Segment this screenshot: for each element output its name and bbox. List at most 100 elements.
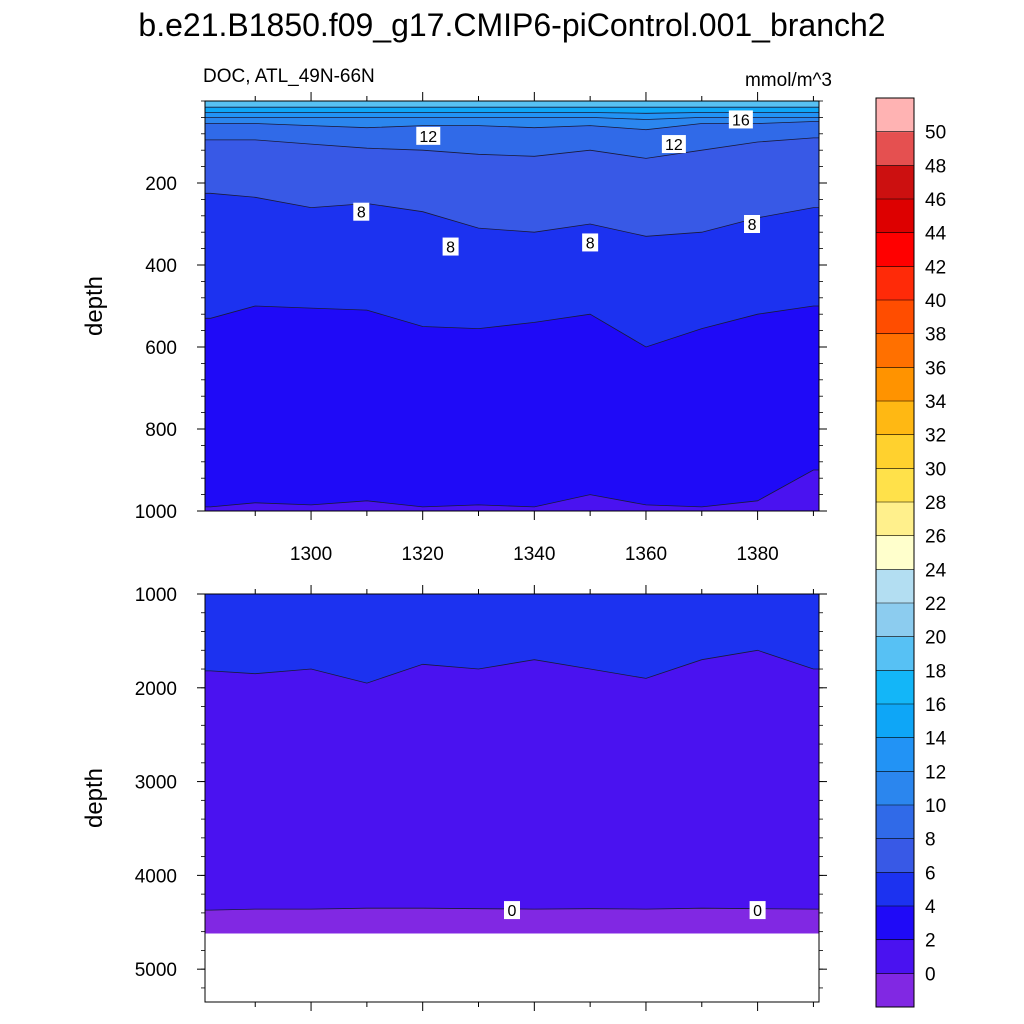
lower-nodata-region (205, 933, 819, 1002)
colorbar-swatch (876, 771, 914, 806)
colorbar-label: 10 (925, 796, 946, 817)
contour-label-text: 12 (419, 129, 437, 146)
upper-x-tick-label: 1340 (513, 544, 555, 565)
upper-contour-label: 8 (582, 233, 599, 252)
lower-y-tick-label: 4000 (135, 866, 177, 887)
colorbar-label: 48 (925, 156, 946, 177)
upper-fill-band-2 (205, 470, 819, 511)
lower-contour-panel: 0 0 1000 2000 3000 4000 5000 depth (81, 585, 827, 1011)
colorbar-label: 12 (925, 762, 946, 783)
colorbar-swatch (876, 872, 914, 907)
colorbar-swatch (876, 199, 914, 234)
figure-title: b.e21.B1850.f09_g17.CMIP6-piControl.001_… (138, 7, 885, 43)
lower-fill-band-2 (205, 650, 819, 934)
colorbar-label: 44 (925, 224, 947, 245)
contour-label-text: 8 (357, 205, 366, 222)
upper-contour-panel: 16 12 12 8 8 8 8 200 400 600 800 1000 1300 1320 1340 13… (81, 92, 827, 565)
contour-label-text: 8 (748, 217, 757, 234)
panel-title: DOC, ATL_49N-66N (203, 66, 375, 87)
colorbar-swatch (876, 838, 914, 873)
contour-label-text: 8 (446, 240, 455, 257)
colorbar-swatch (876, 468, 914, 503)
colorbar-label: 0 (925, 964, 936, 985)
lower-y-tick-label: 1000 (135, 585, 177, 606)
colorbar-label: 26 (925, 527, 946, 548)
colorbar-label: 24 (925, 560, 947, 581)
lower-contour-label: 0 (749, 901, 766, 920)
lower-y-axis-label: depth (81, 768, 108, 828)
colorbar-swatch (876, 906, 914, 941)
upper-contour-label: 12 (416, 126, 441, 146)
colorbar-swatch (876, 973, 914, 1008)
colorbar-swatch (876, 603, 914, 638)
upper-contour-label: 8 (442, 237, 459, 257)
upper-contour-line-8 (205, 137, 819, 159)
colorbar-swatch (876, 367, 914, 402)
lower-contour-label: 0 (504, 901, 520, 920)
colorbar-swatch (876, 569, 914, 604)
colorbar-swatch (876, 805, 914, 840)
upper-contour-label: 8 (744, 215, 761, 234)
colorbar-label: 50 (925, 123, 946, 144)
colorbar-swatch (876, 434, 914, 469)
colorbar-swatch (876, 535, 914, 570)
colorbar-swatch (876, 737, 914, 772)
colorbar-swatch (876, 670, 914, 705)
colorbar-swatch (876, 300, 914, 335)
contour-label-box (744, 215, 761, 233)
colorbar-swatch (876, 266, 914, 301)
colorbar-label: 14 (925, 729, 947, 750)
colorbar-label: 36 (925, 358, 946, 379)
upper-x-tick-label: 1300 (290, 544, 332, 565)
colorbar-label: 38 (925, 325, 946, 346)
colorbar-label: 22 (925, 594, 946, 615)
lower-y-tick-label: 3000 (135, 773, 177, 794)
upper-contour-label: 8 (353, 202, 370, 222)
contour-label-box (661, 135, 686, 154)
colorbar-label: 8 (925, 830, 936, 851)
colorbar-label: 46 (925, 190, 946, 211)
upper-y-tick-label: 400 (145, 256, 177, 277)
colorbar-frame (875, 97, 915, 1008)
upper-contour-label: 12 (661, 135, 686, 154)
upper-y-axis-label: depth (81, 276, 108, 336)
units-label: mmol/m^3 (745, 70, 832, 91)
colorbar-swatch (876, 98, 914, 133)
colorbar: 0246810121416182022242628303234363840424… (875, 97, 947, 1008)
upper-y-tick-label: 1000 (135, 502, 177, 523)
colorbar-label: 16 (925, 695, 946, 716)
lower-y-tick-label: 5000 (135, 960, 177, 981)
contour-label-box (504, 901, 520, 920)
colorbar-swatch (876, 232, 914, 267)
colorbar-label: 32 (925, 426, 946, 447)
colorbar-label: 30 (925, 459, 946, 480)
upper-frame (204, 100, 820, 512)
upper-contour-line-4 (205, 305, 819, 348)
lower-frame (204, 593, 820, 1003)
colorbar-swatch (876, 636, 914, 671)
lower-contour-line-2 (205, 649, 819, 684)
colorbar-label: 42 (925, 257, 946, 278)
colorbar-swatch (876, 502, 914, 537)
contour-label-text: 8 (586, 235, 595, 252)
colorbar-label: 40 (925, 291, 946, 312)
colorbar-swatch (876, 165, 914, 200)
colorbar-label: 18 (925, 661, 946, 682)
colorbar-label: 2 (925, 931, 936, 952)
upper-x-tick-label: 1380 (736, 544, 778, 565)
upper-y-tick-label: 200 (145, 174, 177, 195)
colorbar-label: 6 (925, 863, 936, 884)
colorbar-swatch (876, 704, 914, 739)
lower-fill-band-0 (205, 908, 819, 934)
colorbar-swatch (876, 401, 914, 436)
colorbar-label: 4 (925, 897, 936, 918)
contour-label-box (416, 126, 441, 145)
contour-label-text: 0 (508, 903, 517, 920)
upper-fill-band-4 (205, 306, 819, 511)
upper-contour-line-2 (205, 469, 819, 508)
contour-label-box (749, 901, 766, 920)
upper-y-tick-label: 800 (145, 420, 177, 441)
upper-contour-label: 16 (728, 110, 753, 129)
contour-label-box (582, 233, 599, 252)
